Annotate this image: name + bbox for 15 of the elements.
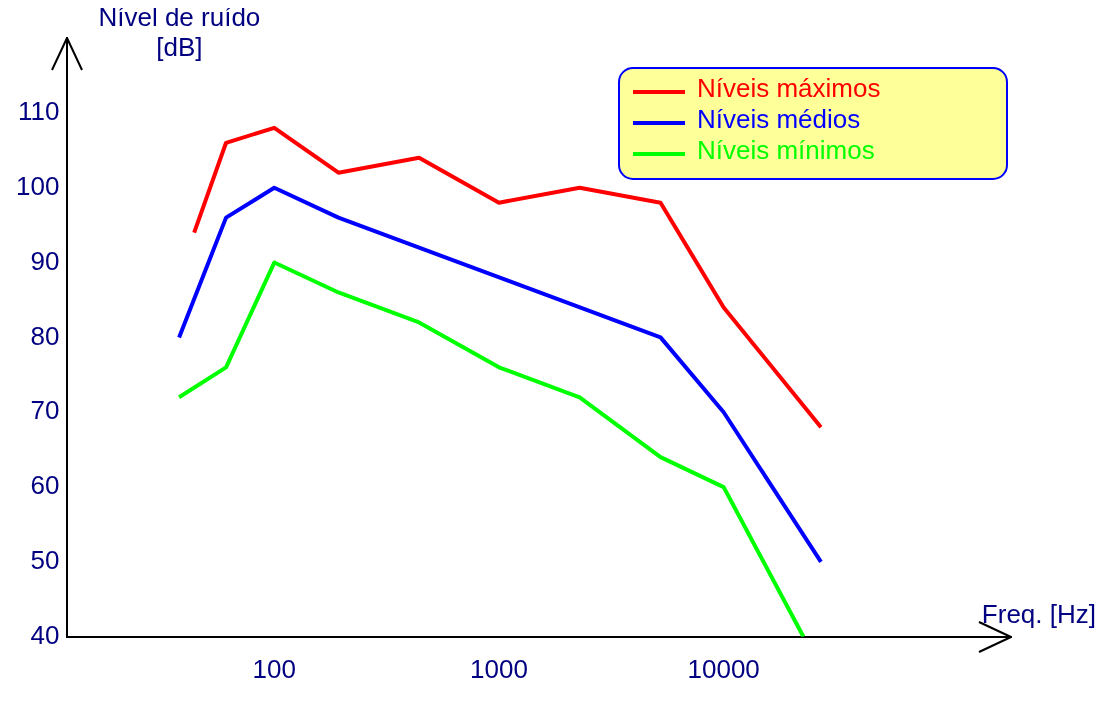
y-tick-label: 40 (30, 619, 60, 650)
legend-label: Níveis máximos (697, 73, 881, 104)
y-tick-label: 60 (30, 470, 60, 501)
y-tick-label: 100 (15, 170, 60, 201)
legend-label: Níveis mínimos (697, 135, 875, 166)
legend-label: Níveis médios (697, 104, 861, 135)
y-tick-label: 50 (30, 545, 60, 576)
x-axis-title: Freq. [Hz] (981, 598, 1096, 629)
y-tick-label: 90 (30, 245, 60, 276)
x-tick-label: 10000 (687, 653, 760, 684)
y-tick-label: 80 (30, 320, 60, 351)
y-tick-label: 110 (17, 96, 60, 127)
x-tick-label: 1000 (470, 653, 528, 684)
x-tick-label: 100 (252, 653, 296, 684)
y-tick-label: 70 (30, 395, 60, 426)
